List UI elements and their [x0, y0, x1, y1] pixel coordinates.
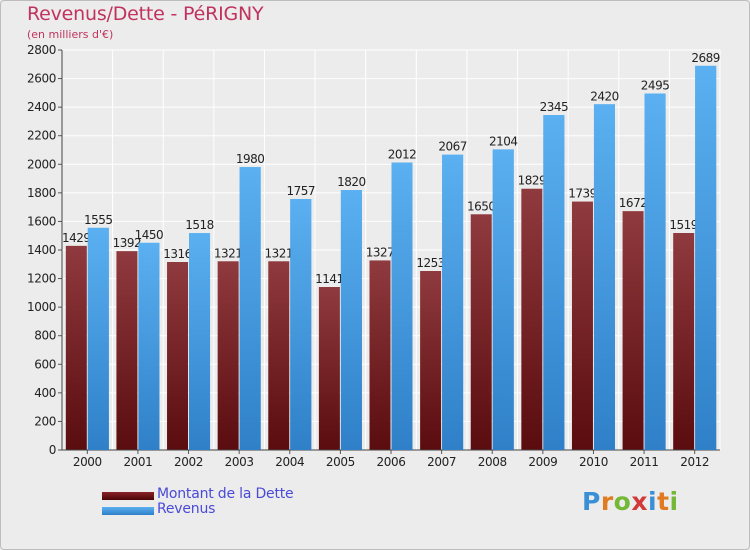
bar-revenue-overlay	[543, 115, 565, 450]
y-tick-label: 2000	[27, 157, 56, 171]
bar-revenue-overlay	[87, 227, 109, 450]
bar-debt	[167, 262, 189, 450]
data-label-debt: 1739	[568, 187, 597, 201]
data-labels: 1429155513921450131615181321198013211757…	[62, 51, 720, 451]
bar-revenue-overlay	[239, 167, 261, 450]
x-tick-label: 2011	[630, 455, 659, 469]
data-label-revenue: 2104	[489, 134, 518, 148]
bar-debt	[369, 260, 391, 450]
x-tick-label: 2004	[275, 455, 304, 469]
legend-swatch-debt	[102, 492, 154, 500]
y-tick-label: 200	[34, 414, 56, 428]
y-tick-label: 1800	[27, 186, 56, 200]
data-label-debt: 1672	[619, 196, 648, 210]
x-tick-label: 2000	[73, 455, 102, 469]
bar-revenue-overlay	[290, 199, 312, 450]
data-label-revenue: 2345	[540, 100, 569, 114]
data-label-debt: 1316	[163, 247, 192, 261]
y-tick-label: 800	[34, 329, 56, 343]
bar-revenue-overlay	[340, 190, 362, 450]
bar-revenue-overlay	[644, 93, 666, 451]
data-label-revenue: 1757	[286, 184, 315, 198]
bar-debt	[470, 214, 492, 450]
data-label-debt: 1327	[366, 245, 395, 259]
data-label-debt: 1650	[467, 199, 496, 213]
data-label-revenue: 2012	[388, 148, 417, 162]
y-tick-label: 2600	[27, 72, 56, 86]
bar-revenue-overlay	[138, 242, 160, 450]
bar-debt	[65, 245, 87, 450]
x-tick-label: 2010	[579, 455, 608, 469]
data-label-debt: 1141	[315, 272, 344, 286]
data-label-revenue: 2689	[691, 51, 720, 65]
data-label-debt: 1321	[214, 246, 243, 260]
bar-revenue-overlay	[492, 149, 514, 450]
y-tick-label: 2200	[27, 129, 56, 143]
x-tick-label: 2009	[528, 455, 557, 469]
data-label-revenue: 1980	[236, 152, 265, 166]
bar-debt	[318, 287, 340, 450]
legend-label-debt: Montant de la Dette	[157, 486, 294, 502]
data-label-revenue: 1555	[84, 213, 113, 227]
bar-revenue-overlay	[391, 162, 413, 451]
y-tick-label: 400	[34, 386, 56, 400]
bar-debt	[521, 188, 543, 450]
data-label-revenue: 1820	[337, 175, 366, 189]
axes: 0 200 400 600 800 1000 1200 1400 1600 1800 2000 220…	[27, 43, 720, 469]
bar-debt	[673, 233, 695, 450]
data-label-debt: 1519	[669, 218, 698, 232]
bar-revenue-overlay	[695, 65, 717, 450]
data-label-revenue: 2420	[590, 89, 619, 103]
y-tick-label: 2400	[27, 100, 56, 114]
bar-debt	[268, 261, 290, 450]
y-tick-label: 1200	[27, 272, 56, 286]
y-tick-label: 2800	[27, 43, 56, 57]
x-tick-label: 2008	[478, 455, 507, 469]
bar-revenue-overlay	[593, 104, 615, 451]
bar-debt	[217, 261, 239, 450]
proxiti-logo: Proxiti	[582, 487, 679, 516]
data-label-debt: 1429	[62, 231, 91, 245]
x-tick-label: 2003	[225, 455, 254, 469]
data-label-debt: 1253	[416, 256, 445, 270]
bar-debt	[622, 211, 644, 450]
data-label-debt: 1829	[518, 174, 547, 188]
bar-revenue-overlay	[189, 233, 211, 450]
x-tick-label: 2001	[123, 455, 152, 469]
y-tick-label: 0	[49, 443, 56, 457]
bar-revenue-overlay	[442, 154, 464, 450]
y-tick-label: 600	[34, 357, 56, 371]
x-tick-label: 2005	[326, 455, 355, 469]
legend-label-revenue: Revenus	[157, 501, 216, 517]
y-tick-label: 1600	[27, 214, 56, 228]
x-tick-label: 2002	[174, 455, 203, 469]
chart-title: Revenus/Dette - PéRIGNY	[27, 3, 264, 25]
x-tick-label: 2007	[427, 455, 456, 469]
bar-debt	[420, 271, 442, 450]
x-tick-label: 2006	[377, 455, 406, 469]
data-label-debt: 1392	[113, 236, 142, 250]
y-tick-label: 1000	[27, 300, 56, 314]
data-label-revenue: 1450	[135, 228, 164, 242]
bar-debt	[571, 201, 593, 450]
bar-debt	[116, 251, 138, 450]
data-label-revenue: 2067	[438, 140, 467, 154]
data-label-revenue: 2495	[641, 79, 670, 93]
y-tick-label: 1400	[27, 243, 56, 257]
legend-swatch-revenue	[102, 507, 154, 515]
data-label-debt: 1321	[264, 246, 293, 260]
x-tick-label: 2012	[680, 455, 709, 469]
chart-subtitle: (en milliers d'€)	[27, 28, 114, 41]
data-label-revenue: 1518	[185, 218, 214, 232]
